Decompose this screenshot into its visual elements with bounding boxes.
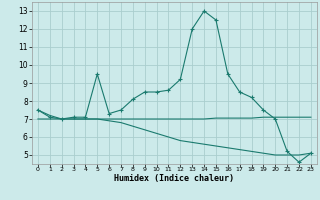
X-axis label: Humidex (Indice chaleur): Humidex (Indice chaleur): [115, 174, 234, 183]
